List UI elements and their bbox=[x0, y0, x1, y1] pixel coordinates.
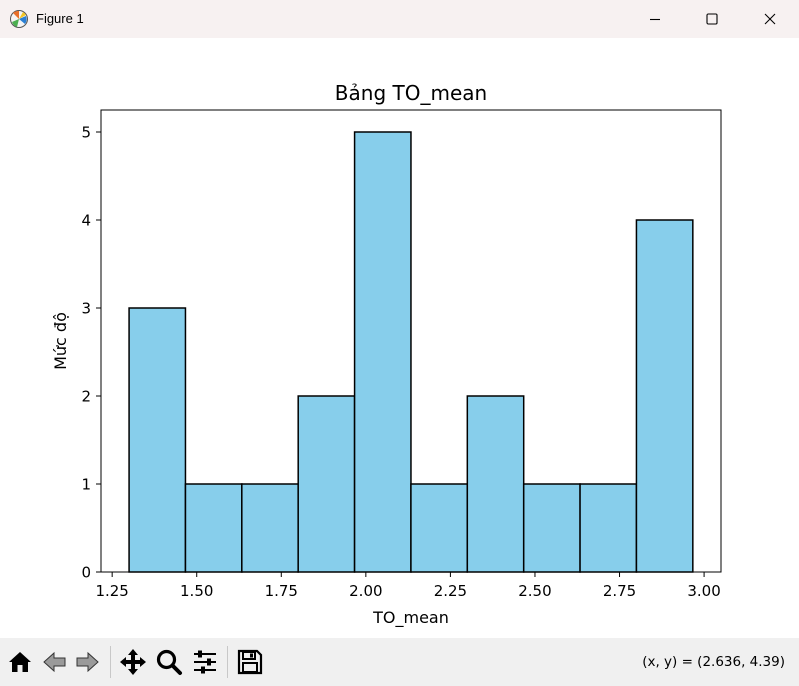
minimize-button[interactable] bbox=[627, 0, 683, 38]
histogram-bar bbox=[353, 131, 412, 573]
window-title: Figure 1 bbox=[36, 11, 84, 26]
histogram-bar bbox=[410, 483, 469, 573]
close-button[interactable] bbox=[742, 0, 798, 38]
back-button[interactable] bbox=[40, 648, 70, 676]
toolbar-separator bbox=[227, 646, 228, 678]
x-tick-label: 2.00 bbox=[349, 582, 382, 600]
histogram-bar bbox=[522, 483, 581, 573]
forward-icon bbox=[76, 651, 99, 673]
toolbar-separator bbox=[110, 646, 111, 678]
configure-subplots-icon bbox=[194, 650, 216, 674]
y-tick-label: 2 bbox=[81, 388, 91, 406]
bars-group bbox=[128, 131, 694, 573]
y-tick-label: 4 bbox=[81, 212, 91, 230]
minimize-icon bbox=[650, 18, 660, 21]
home-icon bbox=[9, 652, 31, 672]
y-tick-label: 0 bbox=[81, 564, 91, 582]
figure-canvas[interactable]: Bảng TO_mean 1.25 1.50 1.75 2.00 2.25 2.50 2.7… bbox=[0, 38, 799, 638]
y-axis-label: Mức độ bbox=[51, 312, 70, 370]
y-tick-label: 1 bbox=[81, 476, 91, 494]
maximize-button[interactable] bbox=[684, 0, 740, 38]
pan-button[interactable] bbox=[118, 648, 148, 676]
back-icon bbox=[43, 651, 66, 673]
x-tick-label: 3.00 bbox=[687, 582, 720, 600]
x-tick-label: 1.25 bbox=[95, 582, 128, 600]
x-axis-ticks: 1.25 1.50 1.75 2.00 2.25 2.50 2.75 3.00 bbox=[95, 572, 721, 600]
window-titlebar: Figure 1 bbox=[0, 0, 799, 38]
x-tick-label: 2.75 bbox=[603, 582, 636, 600]
save-button[interactable] bbox=[235, 648, 265, 676]
histogram-bar bbox=[297, 395, 356, 573]
close-icon bbox=[764, 13, 776, 25]
configure-subplots-button[interactable] bbox=[190, 648, 220, 676]
matplotlib-icon bbox=[9, 9, 29, 29]
histogram-bar bbox=[635, 219, 694, 573]
forward-button[interactable] bbox=[72, 648, 102, 676]
y-tick-label: 5 bbox=[81, 124, 91, 142]
chart-title: Bảng TO_mean bbox=[335, 81, 487, 105]
histogram-chart: Bảng TO_mean 1.25 1.50 1.75 2.00 2.25 2.50 2.7… bbox=[51, 81, 722, 628]
home-button[interactable] bbox=[5, 648, 35, 676]
histogram-bar bbox=[466, 395, 525, 573]
pan-icon bbox=[120, 649, 146, 675]
x-tick-label: 1.50 bbox=[180, 582, 213, 600]
zoom-button[interactable] bbox=[154, 648, 184, 676]
x-tick-label: 2.50 bbox=[518, 582, 551, 600]
x-axis-label: TO_mean bbox=[372, 608, 449, 628]
x-tick-label: 1.75 bbox=[265, 582, 298, 600]
maximize-icon bbox=[706, 13, 718, 25]
x-tick-label: 2.25 bbox=[434, 582, 467, 600]
y-tick-label: 3 bbox=[81, 300, 91, 318]
histogram-bar bbox=[579, 483, 638, 573]
histogram-bar bbox=[128, 307, 187, 573]
cursor-coordinates: (x, y) = (2.636, 4.39) bbox=[642, 654, 785, 670]
zoom-icon bbox=[156, 649, 182, 675]
axes-frame bbox=[100, 109, 722, 573]
histogram-bar bbox=[184, 483, 243, 573]
histogram-bar bbox=[241, 483, 299, 573]
save-icon bbox=[237, 649, 263, 675]
y-axis-ticks: 0 1 2 3 4 5 bbox=[81, 124, 101, 582]
navigation-toolbar: (x, y) = (2.636, 4.39) bbox=[0, 638, 799, 686]
